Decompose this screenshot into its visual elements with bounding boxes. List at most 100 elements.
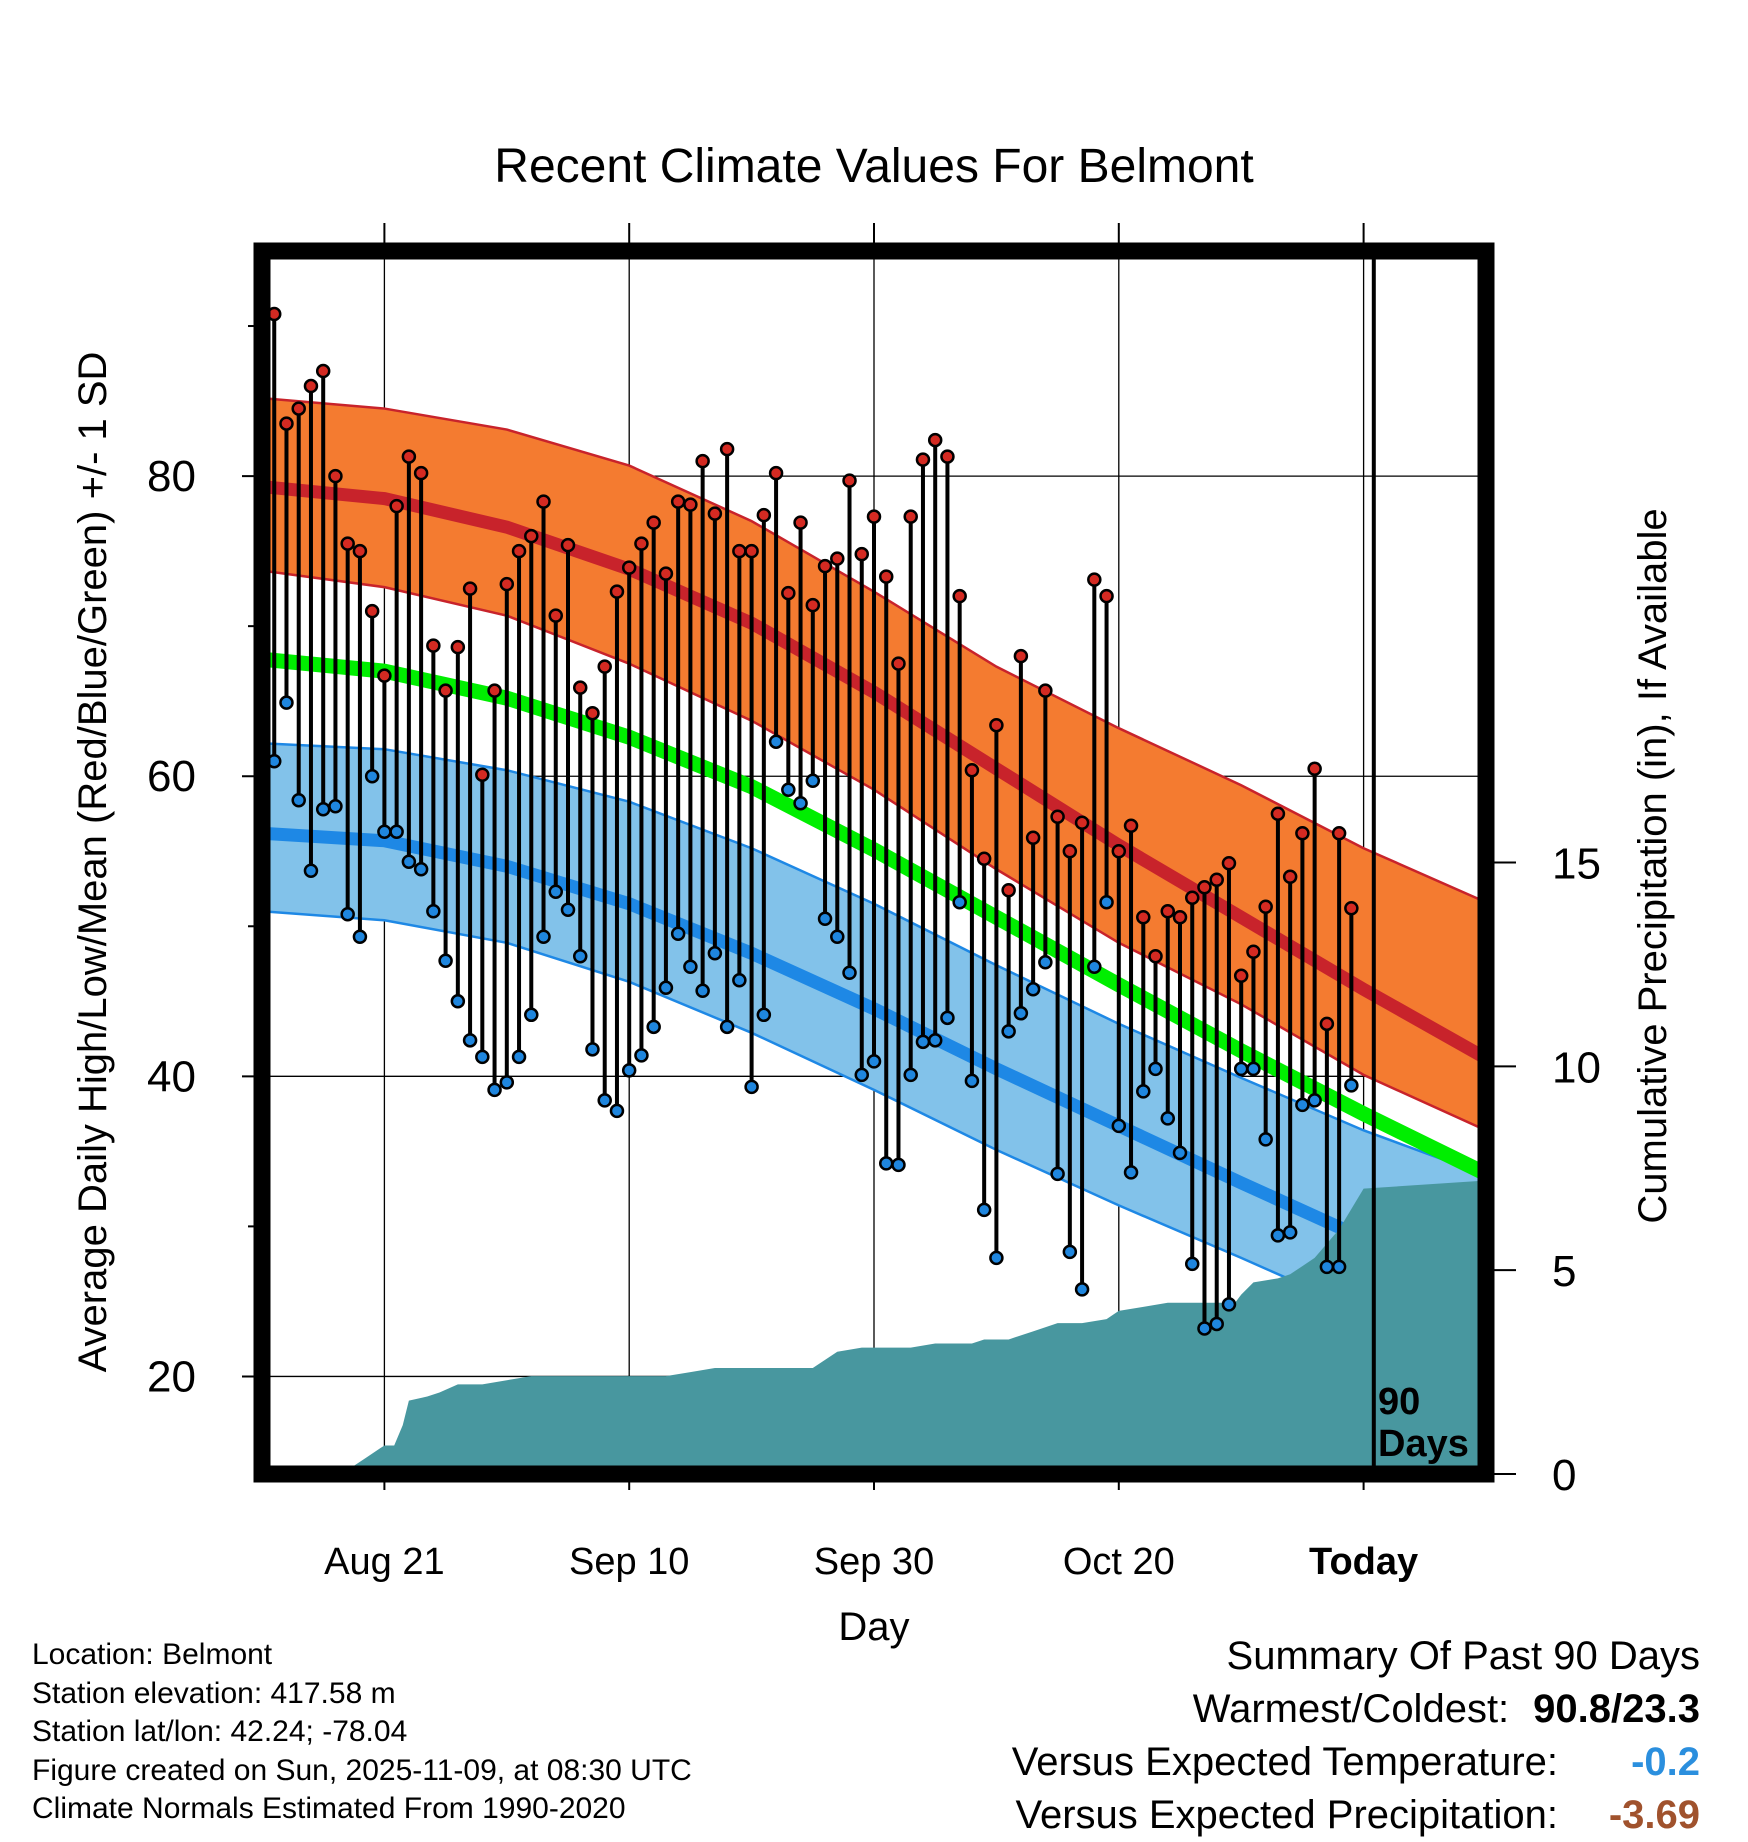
daily-high-point [364, 603, 380, 619]
daily-low-point [695, 983, 710, 999]
daily-high-point [830, 551, 845, 566]
daily-high-point [903, 509, 918, 524]
daily-high-point [389, 498, 404, 514]
daily-low-point [438, 953, 453, 969]
daily-high-point [781, 585, 796, 601]
daily-high-point [585, 705, 600, 721]
daily-high-point [854, 546, 870, 562]
daily-low-point [1136, 1084, 1151, 1099]
daily-high-point [1184, 890, 1200, 906]
daily-high-point [1123, 818, 1139, 833]
daily-high-point [1233, 968, 1249, 984]
warmest-label: Warmest/Coldest: [1192, 1687, 1510, 1731]
daily-high-point [1331, 825, 1347, 841]
daily-low-point [377, 824, 392, 839]
daily-high-point [1172, 910, 1188, 925]
summary-title: Summary Of Past 90 Days [1226, 1634, 1700, 1678]
daily-high-point [805, 597, 821, 613]
daily-high-point [1307, 761, 1322, 776]
daily-high-point [1295, 825, 1310, 841]
daily-high-point [707, 506, 723, 521]
daily-low-point [1233, 1061, 1249, 1077]
daily-high-point [291, 401, 306, 416]
daily-low-point [499, 1075, 515, 1090]
precip-row: Versus Expected Precipitation: -3.69 [1012, 1789, 1700, 1842]
daily-high-point [658, 566, 674, 581]
daily-low-point [989, 1250, 1004, 1266]
temp-label: Versus Expected Temperature: [1011, 1740, 1558, 1784]
daily-low-point [878, 1156, 894, 1171]
daily-low-point [1172, 1145, 1188, 1161]
daily-high-point [499, 576, 515, 592]
daily-high-point [952, 588, 967, 604]
daily-high-point [1197, 880, 1212, 895]
daily-high-point [597, 659, 612, 674]
daily-low-point [1013, 1006, 1029, 1021]
chart-title: Recent Climate Values For Belmont [494, 140, 1253, 193]
y-axis-right: 0 5 10 15 [1486, 840, 1601, 1500]
daily-low-point [670, 926, 686, 942]
daily-high-point [1148, 949, 1163, 964]
daily-low-point [1087, 959, 1102, 975]
daily-high-point [1025, 830, 1041, 845]
daily-low-point [609, 1103, 625, 1119]
daily-low-point [646, 1019, 661, 1035]
latlon-text: Station lat/lon: 42.24; -78.04 [32, 1715, 408, 1748]
daily-low-point [976, 1202, 992, 1218]
daily-low-point [781, 782, 796, 797]
daily-high-point [621, 560, 637, 575]
daily-low-point [328, 798, 343, 814]
daily-high-point [732, 543, 747, 559]
daily-high-point [878, 569, 894, 584]
daily-high-point [989, 717, 1004, 733]
daily-low-point [793, 795, 808, 811]
daily-low-point [891, 1157, 906, 1173]
daily-high-point [303, 378, 319, 394]
x-tick-label: Aug 21 [324, 1541, 444, 1583]
daily-high-point [1087, 572, 1102, 587]
daily-low-point [536, 929, 551, 945]
daily-low-point [952, 895, 967, 910]
daily-low-point [1062, 1244, 1078, 1260]
daily-high-point [572, 680, 588, 695]
daily-high-point [1050, 809, 1065, 824]
daily-low-point [744, 1079, 759, 1095]
daily-low-point [634, 1048, 649, 1063]
y2-tick-label: 0 [1552, 1451, 1576, 1500]
daily-high-point [450, 639, 466, 655]
daily-high-point [634, 536, 649, 551]
daily-low-point [1209, 1316, 1224, 1332]
daily-low-point [940, 1010, 955, 1026]
daily-low-point [413, 862, 429, 877]
daily-low-point [426, 904, 441, 919]
daily-high-point [646, 515, 661, 530]
daily-high-point [1160, 904, 1176, 919]
daily-high-point [511, 543, 527, 559]
daily-high-point [683, 497, 698, 512]
x-tick-label: Oct 20 [1063, 1541, 1175, 1583]
daily-low-point [548, 884, 564, 900]
daily-high-point [1001, 883, 1016, 898]
daily-high-point [695, 453, 710, 469]
precip-area [262, 1180, 1486, 1474]
daily-low-point [1111, 1118, 1127, 1134]
daily-low-point [1038, 955, 1053, 970]
daily-high-point [475, 767, 490, 782]
daily-high-point [1319, 1016, 1335, 1032]
daily-high-point [315, 363, 331, 379]
y-axis-right-label: Cumulative Precipitation (in), If Availa… [1631, 508, 1675, 1223]
daily-low-point [340, 907, 355, 922]
daily-high-point [401, 449, 417, 464]
daily-low-point [866, 1054, 882, 1069]
daily-low-point [462, 1033, 478, 1048]
daily-high-point [891, 656, 906, 671]
daily-low-point [450, 994, 466, 1009]
daily-high-point [940, 449, 955, 464]
y-axis-left: 20 40 60 80 [147, 325, 262, 1401]
daily-high-point [1136, 910, 1151, 925]
daily-low-point [315, 801, 331, 817]
daily-low-point [1197, 1321, 1212, 1336]
daily-high-point [462, 581, 478, 596]
daily-low-point [1074, 1282, 1090, 1297]
daily-low-point [768, 734, 784, 749]
